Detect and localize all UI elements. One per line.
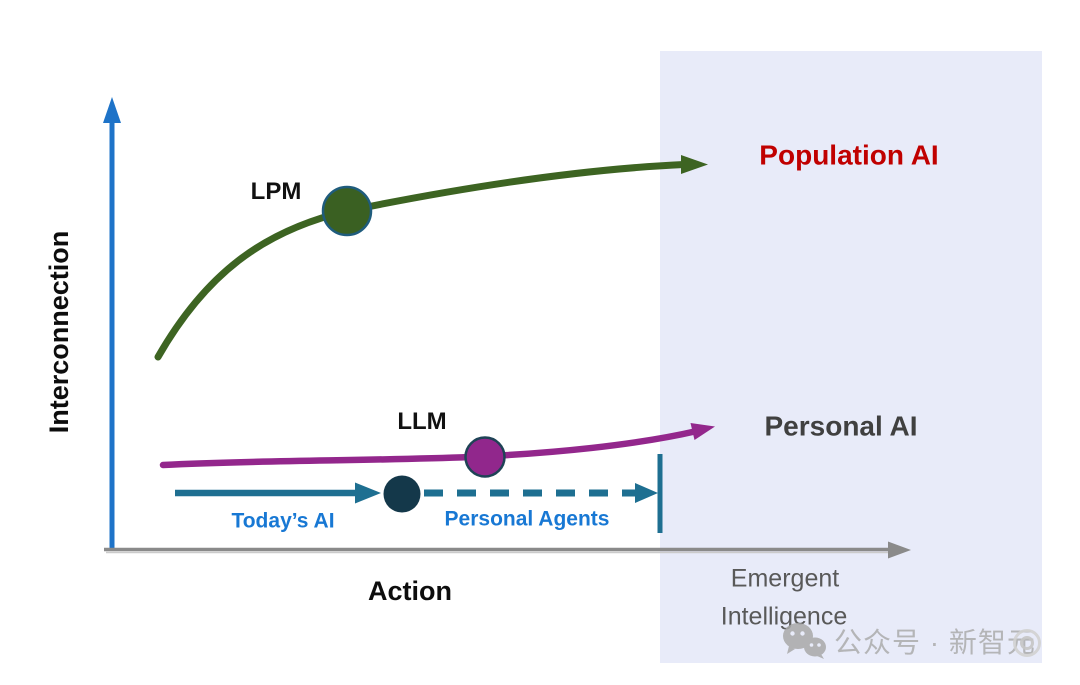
personal-curve-arrowhead-icon xyxy=(690,423,715,440)
population-ai-label: Population AI xyxy=(759,139,939,171)
population-curve-arrowhead-icon xyxy=(681,155,708,174)
emergent-intelligence-label-line1: Emergent xyxy=(730,564,840,593)
y-axis-label: Interconnection xyxy=(44,230,75,434)
current-position-point xyxy=(383,475,421,513)
llm-point xyxy=(464,436,506,478)
personal-agents-arrowhead-icon xyxy=(635,483,658,503)
llm-point-label: LLM xyxy=(397,407,447,435)
lpm-point-label: LPM xyxy=(250,177,302,205)
x-axis-label: Action xyxy=(368,576,452,607)
watermark: 公众号 · 新智元 xyxy=(781,621,1036,661)
todays-ai-label: Today’s AI xyxy=(231,509,335,533)
xinzhiyuan-logo-icon xyxy=(1013,629,1041,657)
emergent-intelligence-region xyxy=(660,51,1042,663)
personal-ai-curve xyxy=(159,427,701,469)
lpm-point xyxy=(321,185,373,237)
population-ai-curve xyxy=(154,161,688,361)
todays-ai-arrowhead-icon xyxy=(355,482,381,504)
personal-ai-label: Personal AI xyxy=(764,410,918,442)
y-axis-arrowhead-icon xyxy=(103,97,121,123)
x-axis-arrowhead-icon xyxy=(888,541,911,559)
emergent-intelligence-label-line2: Intelligence xyxy=(720,602,848,631)
watermark-text: 公众号 · 新智元 xyxy=(834,627,1036,658)
personal-agents-label: Personal Agents xyxy=(444,507,610,531)
wechat-icon xyxy=(783,623,826,659)
